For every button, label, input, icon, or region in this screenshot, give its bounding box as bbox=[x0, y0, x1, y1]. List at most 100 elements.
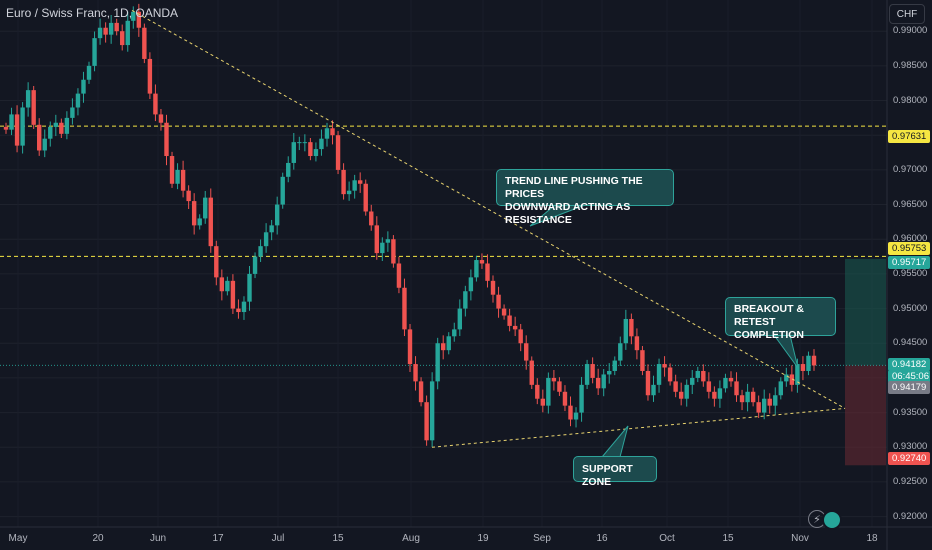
candle-body bbox=[252, 256, 258, 274]
resistance-trend-line bbox=[131, 9, 846, 409]
candle-body bbox=[601, 374, 606, 389]
candle-body bbox=[540, 398, 546, 406]
candle-body bbox=[662, 364, 667, 368]
candle-body bbox=[690, 377, 695, 385]
candle-body bbox=[396, 263, 402, 288]
candle-body bbox=[579, 384, 584, 413]
candle-body bbox=[169, 156, 175, 184]
candle-body bbox=[391, 239, 396, 264]
candle-body bbox=[684, 384, 689, 399]
candle-body bbox=[806, 355, 811, 371]
candle-body bbox=[767, 398, 772, 406]
candle-body bbox=[219, 277, 225, 292]
candle-body bbox=[557, 381, 562, 392]
candle-body bbox=[479, 260, 485, 264]
candle-body bbox=[590, 364, 595, 378]
candle-body bbox=[435, 343, 440, 382]
candles bbox=[3, 3, 817, 447]
candle-body bbox=[230, 280, 236, 309]
candle-body bbox=[468, 277, 474, 292]
candle-body bbox=[3, 126, 9, 130]
candle-body bbox=[48, 126, 53, 139]
candle-body bbox=[125, 20, 130, 46]
candle-body bbox=[269, 225, 274, 233]
level-top-label: 0.97631 bbox=[888, 130, 930, 143]
candle-body bbox=[208, 197, 213, 247]
candle-body bbox=[407, 329, 413, 365]
price-tick-label: 0.95500 bbox=[893, 267, 928, 279]
candle-body bbox=[20, 107, 25, 146]
candle-body bbox=[42, 138, 47, 151]
candle-body bbox=[568, 405, 573, 420]
candle-body bbox=[485, 263, 490, 281]
candle-body bbox=[369, 211, 374, 226]
candle-body bbox=[352, 180, 357, 191]
time-tick-label: 15 bbox=[332, 533, 344, 544]
price-tick-label: 0.96000 bbox=[893, 233, 928, 245]
candle-body bbox=[656, 364, 662, 385]
candle-body bbox=[529, 360, 534, 385]
candle-body bbox=[640, 350, 645, 371]
resistance-callout-line-2: DOWNWARD ACTING AS RESISTANCE bbox=[505, 201, 631, 226]
candle-body bbox=[501, 308, 507, 316]
candle-body bbox=[507, 315, 512, 326]
candle-body bbox=[562, 391, 568, 406]
stop-label: 0.92740 bbox=[888, 452, 930, 465]
price-tick-label: 0.97000 bbox=[893, 163, 928, 175]
candle-body bbox=[108, 22, 114, 35]
candle-body bbox=[363, 183, 368, 212]
candle-body bbox=[490, 280, 496, 295]
time-tick-label: May bbox=[8, 533, 28, 544]
support-callout-line-1: SUPPORT ZONE bbox=[582, 463, 633, 488]
grid bbox=[0, 30, 887, 518]
candle-body bbox=[535, 384, 540, 399]
candle-body bbox=[446, 336, 451, 351]
current-price-label: 0.94182 bbox=[888, 358, 930, 371]
candle-body bbox=[607, 370, 612, 375]
candle-body bbox=[214, 246, 219, 278]
candle-body bbox=[263, 232, 269, 247]
candle-body bbox=[717, 388, 723, 399]
time-tick-label: 17 bbox=[212, 533, 224, 544]
candle-body bbox=[645, 370, 651, 396]
candle-body bbox=[291, 142, 296, 163]
candle-body bbox=[258, 246, 263, 257]
candle-body bbox=[618, 343, 623, 361]
candle-body bbox=[308, 142, 313, 157]
breakout-callout: BREAKOUT & RETEST COMPLETION bbox=[725, 297, 836, 341]
candle-body bbox=[612, 360, 617, 371]
candle-body bbox=[14, 114, 20, 146]
candle-body bbox=[225, 280, 230, 292]
price-tick-label: 0.95000 bbox=[893, 302, 928, 314]
candle-body bbox=[31, 90, 36, 125]
candle-body bbox=[319, 138, 324, 150]
candle-body bbox=[64, 117, 70, 134]
candle-body bbox=[706, 381, 712, 392]
candle-body bbox=[153, 93, 158, 115]
candle-body bbox=[623, 318, 629, 344]
candle-body bbox=[452, 329, 457, 337]
currency-button[interactable]: CHF bbox=[889, 4, 925, 24]
settings-icon[interactable] bbox=[822, 510, 842, 530]
candle-body bbox=[374, 225, 379, 254]
candle-body bbox=[180, 169, 186, 191]
candle-body bbox=[274, 204, 280, 226]
candle-body bbox=[712, 391, 717, 399]
candle-body bbox=[424, 402, 429, 441]
breakout-callout-line-2: COMPLETION bbox=[734, 329, 804, 341]
candle-body bbox=[750, 391, 756, 403]
candle-body bbox=[302, 142, 308, 144]
candle-body bbox=[241, 301, 247, 313]
candle-body bbox=[773, 395, 778, 406]
candle-body bbox=[678, 391, 684, 399]
candle-body bbox=[197, 218, 202, 226]
candle-body bbox=[136, 11, 142, 28]
candle-body bbox=[811, 355, 817, 366]
support-trend-line bbox=[431, 407, 846, 448]
candle-body bbox=[175, 169, 180, 184]
candle-body bbox=[573, 412, 579, 420]
candle-body bbox=[357, 180, 363, 184]
candle-body bbox=[695, 370, 700, 378]
candle-body bbox=[745, 391, 750, 403]
